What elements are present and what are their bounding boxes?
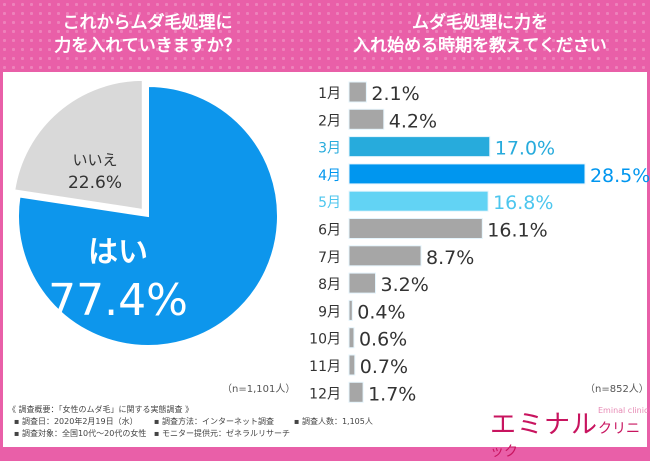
- bar-category-label: 5月: [318, 195, 341, 211]
- pie-slice-no: [13, 78, 144, 212]
- bar-value-label: 1.7%: [368, 383, 416, 405]
- header-banner: これからムダ毛処理に 力を入れていきますか？ ムダ毛処理に力を 入れ始める時期を…: [0, 0, 650, 72]
- title-line: 力を入れていきますか？: [54, 36, 241, 56]
- pie-value-no: 22.6%: [68, 173, 122, 193]
- bar-4: [348, 163, 586, 185]
- bar-value-label: 8.7%: [426, 247, 474, 269]
- survey-date: ▪ 調査日：2020年2月19日（水）: [14, 417, 138, 426]
- bar-value-label: 0.7%: [360, 356, 408, 378]
- bar-category-label: 4月: [318, 168, 341, 184]
- bar-value-label: 28.5%: [590, 165, 650, 187]
- bar-category-label: 9月: [318, 304, 341, 320]
- bar-2: [348, 108, 385, 130]
- bar-3: [348, 136, 491, 158]
- bar-6: [348, 218, 483, 239]
- bar-category-label: 7月: [318, 250, 341, 266]
- bar-9: [348, 299, 353, 321]
- survey-target: ▪ 調査対象：全国10代〜20代の女性: [14, 429, 147, 438]
- pie-label-yes: はい: [88, 235, 148, 270]
- bar-category-label: 10月: [309, 332, 341, 348]
- bar-category-label: 3月: [318, 141, 341, 157]
- bar-10: [348, 327, 355, 349]
- pie-label-no: いいえ: [72, 151, 117, 169]
- logo-en: Eminal clinic♡: [598, 406, 650, 415]
- survey-summary: 《 調査概要：「女性のムダ毛」に関する実態調査 》 ▪ 調査日：2020年2月1…: [8, 404, 373, 440]
- bar-5: [348, 190, 489, 212]
- bar-value-label: 17.0%: [495, 138, 555, 160]
- title-line: ムダ毛処理に力を: [412, 13, 548, 33]
- bar-value-label: 16.1%: [487, 220, 547, 242]
- left-chart-title: これからムダ毛処理に 力を入れていきますか？: [40, 12, 255, 58]
- bar-category-label: 2月: [318, 113, 341, 129]
- bar-category-label: 6月: [318, 223, 341, 239]
- bar-1: [348, 81, 367, 103]
- bar-7: [348, 245, 422, 267]
- bar-12: [348, 381, 364, 403]
- right-chart-title: ムダ毛処理に力を 入れ始める時期を教えてください: [320, 12, 640, 58]
- title-line: これからムダ毛処理に: [62, 13, 233, 33]
- bar-value-label: 0.6%: [359, 329, 407, 351]
- logo-main: エミナル: [490, 410, 599, 440]
- pie-slice-yes: [17, 84, 279, 347]
- bar-value-label: 0.4%: [357, 301, 405, 323]
- bar-sample-size: （n=852人）: [585, 384, 649, 395]
- title-line: 入れ始める時期を教えてください: [353, 36, 607, 56]
- bar-8: [348, 272, 376, 294]
- charts-svg: はい 77.4% いいえ 22.6% 1月 2.1% 2月 4.2% 3月 17.0% 4月 28.5…: [13, 78, 650, 405]
- bar-value-label: 4.2%: [389, 110, 437, 132]
- survey-title: 《 調査概要：「女性のムダ毛」に関する実態調査 》: [8, 405, 194, 414]
- bar-11: [348, 354, 356, 376]
- survey-provider: ▪ モニター提供元：ゼネラルリサーチ: [154, 429, 290, 438]
- bar-value-label: 2.1%: [371, 83, 419, 105]
- bar-category-label: 12月: [309, 386, 341, 402]
- bar-category-label: 11月: [309, 359, 341, 375]
- bar-value-label: 3.2%: [380, 274, 428, 296]
- eminal-clinic-logo: エミナルクリニック Eminal clinic♡: [490, 404, 650, 461]
- bar-category-label: 1月: [318, 86, 341, 102]
- bar-value-label: 16.8%: [493, 192, 553, 214]
- pie-sample-size: （n=1,101人）: [222, 384, 296, 395]
- survey-count: ▪ 調査人数：1,105人: [294, 417, 373, 426]
- pie-value-yes: 77.4%: [48, 275, 188, 326]
- survey-method: ▪ 調査方法：インターネット調査: [154, 417, 274, 426]
- bar-category-label: 8月: [318, 277, 341, 293]
